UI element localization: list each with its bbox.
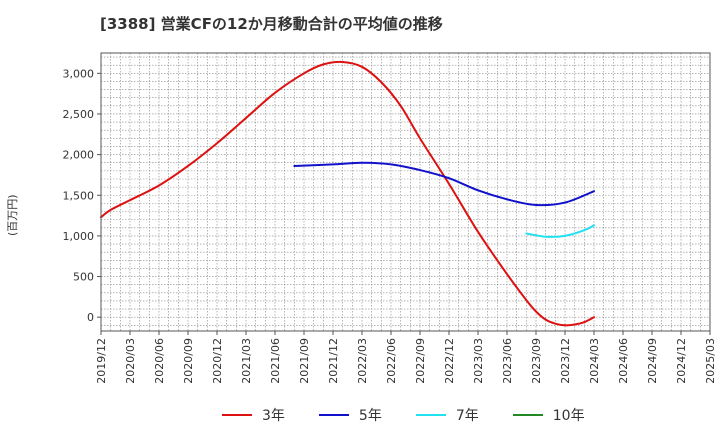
series-line-2 bbox=[525, 224, 595, 238]
legend-label: 10年 bbox=[552, 408, 585, 424]
y-tick-label: 1,500 bbox=[63, 189, 95, 202]
legend-label: 7年 bbox=[455, 408, 479, 424]
x-tick-label: 2021/06 bbox=[269, 338, 282, 384]
x-tick-label: 2023/09 bbox=[530, 338, 543, 384]
chart-title: [3388] 営業CFの12か月移動合計の平均値の推移 bbox=[100, 15, 443, 33]
legend-label: 3年 bbox=[262, 408, 285, 424]
legend-item: 7年 bbox=[415, 405, 479, 425]
legend-swatch bbox=[318, 414, 349, 416]
legend-swatch bbox=[415, 414, 446, 416]
x-tick-label: 2022/06 bbox=[385, 338, 398, 384]
x-tick-label: 2021/12 bbox=[327, 338, 340, 384]
x-tick-label: 2023/06 bbox=[501, 338, 514, 384]
y-tick-label: 2,500 bbox=[63, 108, 95, 121]
y-tick-label: 2,000 bbox=[63, 149, 95, 162]
legend: 3年 5年 7年 10年 bbox=[222, 404, 619, 426]
plot-frame bbox=[100, 52, 711, 332]
legend-swatch bbox=[512, 414, 543, 416]
axes: 0 500 1,000 1,500 2,000 2,500 3,000 2019/12 2020… bbox=[63, 52, 717, 384]
legend-item: 10年 bbox=[512, 405, 585, 425]
x-tick-label: 2023/12 bbox=[559, 338, 572, 384]
x-tick-label: 2022/03 bbox=[356, 338, 369, 384]
series-lines bbox=[100, 60, 595, 327]
grid bbox=[100, 53, 711, 331]
x-tick-label: 2019/12 bbox=[95, 338, 108, 384]
y-tick-label: 1,000 bbox=[63, 230, 95, 243]
y-tick-label: 500 bbox=[73, 271, 94, 284]
series-line-0 bbox=[100, 60, 595, 327]
x-tick-label: 2024/09 bbox=[646, 338, 659, 384]
x-tick-label: 2024/06 bbox=[617, 338, 630, 384]
x-tick-label: 2022/12 bbox=[443, 338, 456, 384]
x-tick-label: 2020/06 bbox=[153, 338, 166, 384]
legend-label: 5年 bbox=[358, 408, 382, 424]
x-tick-label: 2020/03 bbox=[124, 338, 137, 384]
x-tick-label: 2024/03 bbox=[588, 338, 601, 384]
series-line-1 bbox=[293, 161, 595, 207]
y-tick-label: 0 bbox=[87, 311, 94, 324]
x-tick-label: 2024/12 bbox=[675, 338, 688, 384]
x-tick-label: 2020/09 bbox=[182, 338, 195, 384]
legend-item: 3年 bbox=[222, 405, 285, 425]
legend-swatch bbox=[222, 414, 252, 416]
x-tick-label: 2021/03 bbox=[240, 338, 253, 384]
x-tick-label: 2025/03 bbox=[704, 338, 717, 384]
y-tick-label: 3,000 bbox=[63, 67, 95, 80]
x-tick-label: 2022/09 bbox=[414, 338, 427, 384]
x-tick-label: 2020/12 bbox=[211, 338, 224, 384]
x-tick-label: 2021/09 bbox=[298, 338, 311, 384]
x-tick-label: 2023/03 bbox=[472, 338, 485, 384]
legend-item: 5年 bbox=[318, 405, 382, 425]
plot-background bbox=[101, 53, 710, 331]
